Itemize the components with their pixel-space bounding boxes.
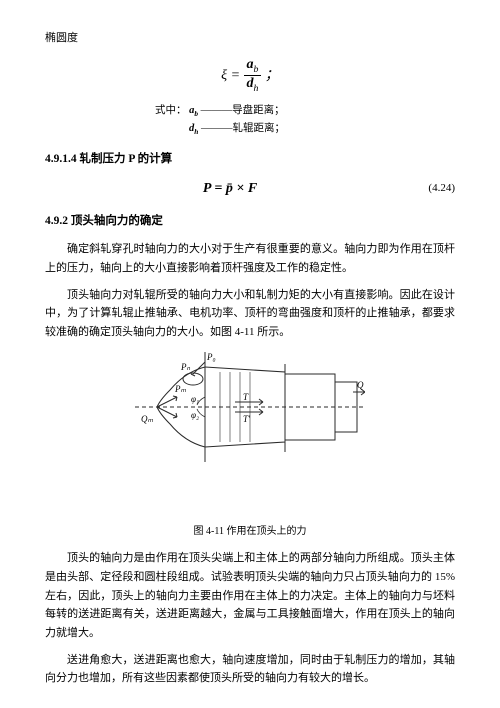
where-dh-sub: h [194,127,198,136]
frac-num-sub: b [254,63,259,74]
lbl-p0: P₀ [206,352,216,362]
formula-xi: ξ = ab dh ； [45,57,455,95]
lbl-phi2: φ₂ [191,410,199,420]
where-ab-text: 导盘距离； [232,105,285,116]
lbl-qm: Qₘ [141,414,153,424]
xi-frac: ab dh [244,57,262,95]
where-block: 式中： ab ———导盘距离； dh ———轧辊距离； [45,103,455,137]
lbl-tp: T' [243,414,251,424]
xi-tail: ； [265,68,279,83]
xi-lhs: ξ [221,68,227,83]
lbl-q: Q [357,380,364,390]
para-2: 顶头轴向力对轧辊所受的轴向力大小和轧制力矩的大小有直接影响。因此在设计中，为了计… [45,286,455,342]
lbl-t: T [243,392,249,402]
where-ab-dash: ——— [201,105,233,116]
lbl-phi1: φ₁ [191,394,199,404]
lbl-pn: Pₙ [180,362,190,372]
formula-p-row: P = p̄ × F (4.24) [45,178,455,199]
where-dh-dash: ——— [201,123,233,134]
para-4: 送进角愈大，送进距离也愈大，轴向速度增加，同时由于轧制压力的增加，其轴向分力也增… [45,651,455,688]
formula-p: P = p̄ × F [203,181,257,196]
where-ab-sub: b [194,109,198,118]
frac-num: a [247,57,254,72]
section-4914: 4.9.1.4 轧制压力 P 的计算 [45,151,455,168]
where-intro: 式中： [155,105,187,116]
section-492: 4.9.2 顶头轴向力的确定 [45,213,455,230]
para-1: 确定斜轧穿孔时轴向力的大小对于生产有很重要的意义。轴向力即为作用在顶杆上的压力，… [45,240,455,277]
figure-caption: 图 4-11 作用在顶头上的力 [45,524,455,539]
ellipticity-label: 椭圆度 [45,30,455,47]
where-dh-text: 轧辊距离； [232,123,285,134]
figure-4-11: P₀ Pₙ Pₘ T T' Qₘ Q φ₁ φ₂ [45,352,455,468]
frac-den: d [247,76,254,91]
figure-gap [45,473,455,518]
xi-eq: = [231,68,240,83]
para-3: 顶头的轴向力是由作用在顶头尖端上和主体上的两部分轴向力所组成。顶头主体是由头部、… [45,549,455,642]
lbl-pm: Pₘ [174,384,186,394]
eq-num-424: (4.24) [415,180,455,197]
frac-den-sub: h [254,83,259,94]
